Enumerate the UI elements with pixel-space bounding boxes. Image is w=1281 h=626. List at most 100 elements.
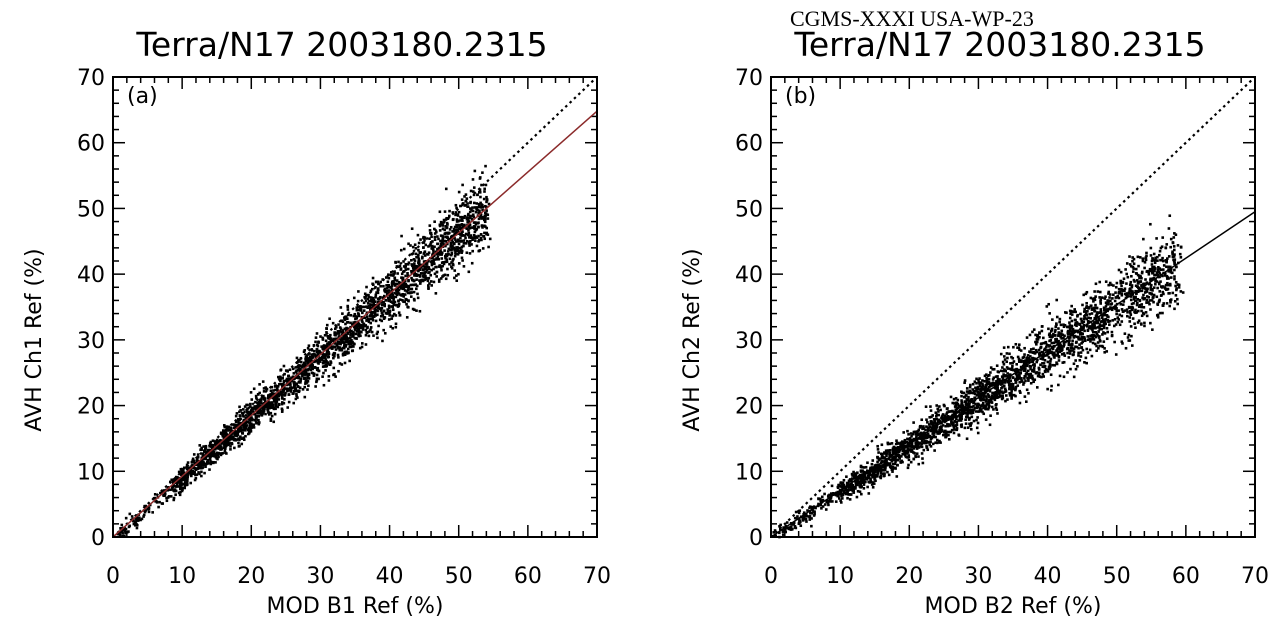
scatter-point: [414, 264, 417, 268]
scatter-point: [384, 299, 388, 302]
scatter-point: [321, 338, 325, 341]
scatter-point: [1056, 354, 1059, 357]
scatter-point: [410, 271, 414, 275]
scatter-point: [356, 299, 360, 303]
scatter-point: [387, 304, 391, 308]
scatter-point: [1109, 303, 1113, 306]
scatter-point: [1154, 256, 1157, 260]
scatter-point: [1087, 316, 1090, 320]
scatter-point: [316, 343, 319, 347]
scatter-point: [485, 195, 488, 199]
scatter-point: [387, 318, 391, 321]
scatter-point: [328, 363, 331, 367]
scatter-point: [912, 447, 916, 450]
scatter-point: [1073, 318, 1077, 322]
scatter-point: [413, 271, 416, 275]
scatter-point: [295, 356, 299, 360]
scatter-point: [360, 317, 364, 321]
scatter-point: [124, 531, 127, 535]
scatter-point: [310, 371, 314, 375]
scatter-point: [938, 420, 942, 423]
scatter-point: [456, 229, 460, 232]
scatter-point: [321, 361, 325, 365]
scatter-point: [245, 424, 249, 427]
scatter-point: [362, 322, 365, 326]
scatter-point: [1012, 345, 1015, 349]
scatter-point: [255, 416, 258, 420]
scatter-point: [1165, 302, 1169, 305]
scatter-point: [295, 382, 298, 386]
scatter-point: [391, 305, 395, 309]
scatter-point: [854, 483, 858, 487]
scatter-point: [1060, 348, 1064, 352]
scatter-point: [1004, 374, 1008, 377]
scatter-point: [202, 457, 206, 460]
scatter-point: [383, 304, 387, 308]
scatter-point: [1105, 337, 1109, 341]
scatter-point: [306, 360, 310, 364]
scatter-point: [1111, 319, 1115, 322]
scatter-point: [416, 292, 419, 296]
scatter-point: [332, 337, 336, 341]
scatter-point: [354, 317, 357, 321]
scatter-point: [358, 326, 362, 330]
scatter-point: [1169, 268, 1173, 272]
scatter-point: [871, 475, 874, 479]
scatter-point: [894, 460, 897, 463]
scatter-point: [367, 334, 371, 338]
scatter-point: [463, 204, 466, 207]
scatter-point: [375, 308, 378, 311]
scatter-point: [1110, 307, 1114, 311]
scatter-point: [311, 354, 314, 358]
scatter-point: [979, 389, 983, 393]
scatter-point: [1123, 292, 1127, 296]
scatter-point: [1149, 246, 1153, 250]
scatter-point: [1079, 317, 1083, 321]
scatter-point: [282, 386, 286, 389]
y-tick-label: 60: [735, 132, 763, 157]
scatter-point: [1094, 295, 1097, 298]
scatter-point: [324, 363, 328, 367]
scatter-point: [956, 398, 960, 402]
scatter-point: [359, 323, 362, 327]
scatter-point: [939, 425, 942, 429]
scatter-point: [485, 198, 489, 202]
scatter-point: [1120, 292, 1124, 295]
scatter-point: [342, 334, 346, 338]
scatter-point: [878, 464, 882, 468]
scatter-point: [221, 451, 224, 455]
scatter-point: [272, 400, 276, 403]
scatter-point: [228, 429, 231, 432]
scatter-point: [1028, 359, 1031, 363]
scatter-point: [988, 423, 992, 427]
scatter-point: [968, 408, 972, 412]
scatter-point: [334, 337, 338, 341]
scatter-point: [1003, 355, 1006, 358]
scatter-point: [449, 253, 453, 257]
scatter-point: [382, 284, 385, 288]
scatter-point: [1174, 265, 1178, 269]
scatter-point: [1113, 340, 1116, 344]
scatter-point: [1070, 342, 1074, 346]
scatter-point: [475, 236, 479, 239]
scatter-point: [1079, 351, 1083, 354]
scatter-point: [359, 309, 363, 312]
scatter-point: [1131, 308, 1134, 311]
scatter-point: [329, 333, 332, 337]
scatter-point: [325, 344, 329, 348]
scatter-point: [388, 312, 391, 315]
scatter-point: [295, 394, 298, 398]
scatter-point: [1096, 311, 1099, 314]
scatter-point: [302, 364, 305, 368]
scatter-point: [356, 312, 360, 315]
scatter-point: [1053, 364, 1057, 367]
scatter-point: [345, 337, 349, 341]
scatter-point: [478, 188, 482, 191]
scatter-point: [165, 496, 168, 500]
scatter-point: [987, 382, 991, 386]
scatter-point: [465, 251, 469, 255]
scatter-point: [363, 316, 367, 320]
scatter-point: [1143, 324, 1146, 328]
scatter-point: [1165, 243, 1169, 246]
scatter-point: [224, 447, 227, 450]
